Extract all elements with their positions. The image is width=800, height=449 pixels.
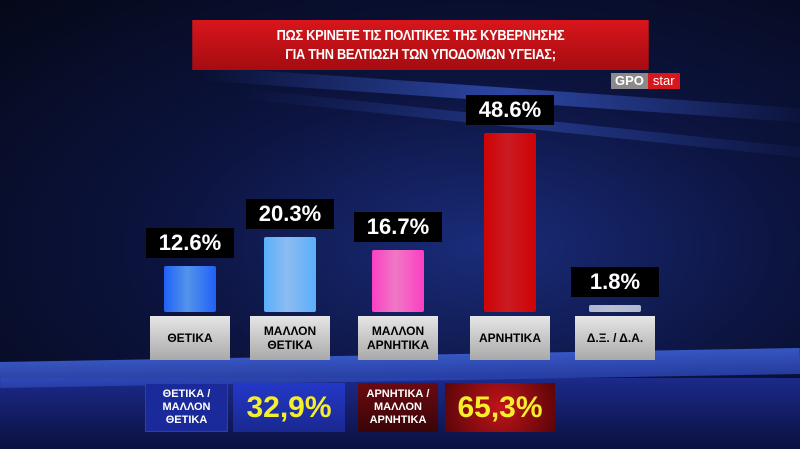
summary-negative-label-box: ΑΡΝΗΤΙΚΑ / ΜΑΛΛΟΝ ΑΡΝΗΤΙΚΑ	[358, 383, 438, 432]
category-label: ΜΑΛΛΟΝ ΑΡΝΗΤΙΚΑ	[358, 316, 438, 360]
bar	[164, 265, 216, 312]
summary-negative-value-box: 65,3%	[445, 383, 555, 432]
gpo-star-logo: GPO star	[611, 73, 680, 89]
category-label: ΘΕΤΙΚΑ	[150, 316, 230, 360]
title-line-2: ΓΙΑ ΤΗΝ ΒΕΛΤΙΩΣΗ ΤΩΝ ΥΠΟΔΟΜΩΝ ΥΓΕΙΑΣ;	[285, 46, 556, 63]
bar	[589, 305, 641, 312]
bar	[264, 237, 316, 312]
bar	[372, 250, 424, 312]
category-label: Δ.Ξ. / Δ.Α.	[575, 316, 655, 360]
logo-gpo: GPO	[611, 73, 648, 89]
bar	[484, 133, 536, 312]
chart-title: ΠΩΣ ΚΡΙΝΕΤΕ ΤΙΣ ΠΟΛΙΤΙΚΕΣ ΤΗΣ ΚΥΒΕΡΝΗΣΗΣ…	[192, 20, 649, 70]
bar-value-label: 12.6%	[146, 227, 234, 258]
summary-negative-label: ΑΡΝΗΤΙΚΑ / ΜΑΛΛΟΝ ΑΡΝΗΤΙΚΑ	[366, 388, 430, 426]
title-line-1: ΠΩΣ ΚΡΙΝΕΤΕ ΤΙΣ ΠΟΛΙΤΙΚΕΣ ΤΗΣ ΚΥΒΕΡΝΗΣΗΣ	[276, 27, 565, 44]
logo-star: star	[647, 73, 680, 89]
category-label: ΑΡΝΗΤΙΚΑ	[470, 316, 550, 360]
bar-value-label: 48.6%	[466, 95, 554, 125]
bar-value-label: 20.3%	[246, 199, 334, 230]
summary-positive-value: 32,9%	[246, 390, 332, 424]
bar-value-label: 1.8%	[571, 267, 659, 298]
summary-negative-value: 65,3%	[457, 390, 543, 424]
summary-positive-label-box: ΘΕΤΙΚΑ / ΜΑΛΛΟΝ ΘΕΤΙΚΑ	[145, 383, 228, 432]
summary-positive-value-box: 32,9%	[233, 383, 345, 432]
bar-value-label: 16.7%	[354, 212, 442, 243]
category-label: ΜΑΛΛΟΝ ΘΕΤΙΚΑ	[250, 316, 330, 360]
summary-positive-label: ΘΕΤΙΚΑ / ΜΑΛΛΟΝ ΘΕΤΙΚΑ	[162, 388, 211, 426]
